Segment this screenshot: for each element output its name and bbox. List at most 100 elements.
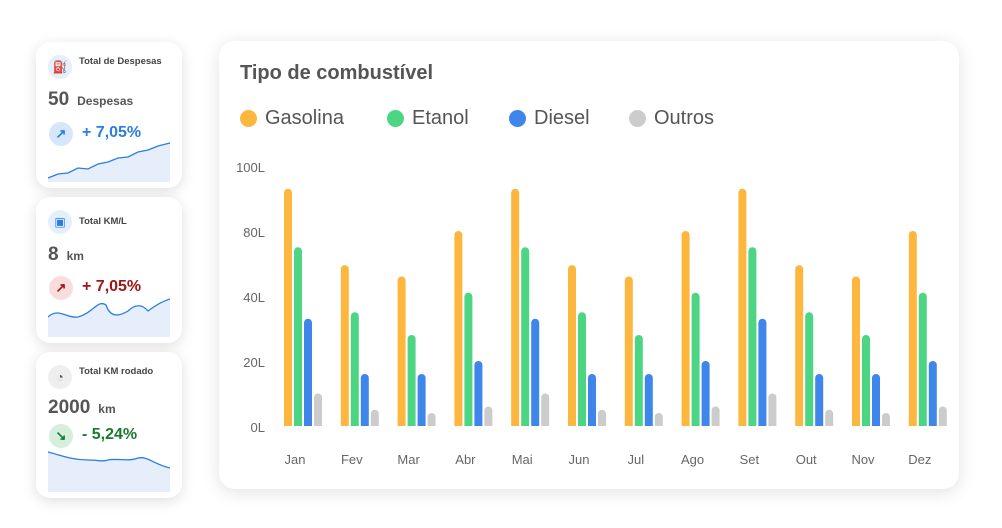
bar-outros-ago (711, 406, 720, 426)
bar-etanol-abr (464, 292, 473, 426)
bar-gasolina-jun (568, 265, 576, 426)
bar-outros-nov (882, 413, 890, 426)
y-tick-label: 40L (243, 290, 265, 305)
bar-etanol-jun (578, 312, 586, 426)
card-value: 50 Despesas (48, 89, 134, 110)
card-total-km-rodado[interactable]: ◔ Total KM rodado 2000 km ↘ - 5,24% (36, 352, 182, 498)
legend-dot (387, 110, 404, 127)
bar-etanol-set (748, 247, 757, 426)
legend-dot (509, 110, 526, 127)
fuel-pump-icon: ⛽ (48, 55, 72, 79)
card-total-km-l[interactable]: ▣ Total KM/L 8 km ↗ + 7,05% (36, 197, 182, 343)
legend-dot (240, 110, 257, 127)
card-title: Total de Despesas (79, 56, 162, 67)
bar-gasolina-out (795, 265, 804, 426)
bar-diesel-mar (417, 374, 426, 426)
legend-label: Diesel (534, 107, 590, 129)
bar-etanol-mar (407, 335, 416, 426)
speedometer-icon: ◔ (48, 365, 72, 389)
bar-gasolina-nov (852, 276, 860, 426)
bar-diesel-out (815, 374, 824, 426)
bar-etanol-mai (521, 247, 530, 426)
bar-etanol-dez (918, 292, 927, 426)
card-change: - 5,24% (82, 426, 138, 443)
legend-item-gasolina[interactable]: Gasolina (240, 107, 344, 130)
bar-outros-out (825, 409, 834, 426)
x-tick-label: Fev (341, 452, 363, 467)
x-tick-label: Jun (569, 452, 590, 467)
bar-diesel-jun (588, 374, 596, 426)
bar-diesel-set (758, 318, 767, 426)
bar-diesel-dez (928, 361, 937, 426)
x-tick-label: Dez (908, 452, 931, 467)
y-tick-label: 20L (243, 355, 265, 370)
bar-gasolina-jan (284, 188, 292, 426)
bar-etanol-out (805, 312, 814, 426)
trend-down-icon: ↘ (49, 424, 73, 448)
bar-diesel-jul (644, 374, 653, 426)
legend-label: Gasolina (265, 107, 344, 129)
bar-gasolina-mar (397, 276, 406, 426)
x-tick-label: Jan (285, 452, 306, 467)
bar-gasolina-dez (908, 231, 917, 426)
bar-gasolina-mai (511, 188, 520, 426)
trend-up-icon: ↗ (49, 276, 73, 300)
bar-etanol-nov (862, 335, 870, 426)
card-title: Total KM/L (79, 216, 127, 227)
card-value: 8 km (48, 244, 84, 265)
fuel-type-chart-card: Tipo de combustível 0L 20L 40L 80L 100L Jan Fe… (219, 41, 959, 489)
x-tick-label: Mai (512, 452, 533, 467)
bar-gasolina-set (738, 188, 747, 426)
y-tick-label: 100L (236, 160, 265, 175)
gauge-box-icon: ▣ (48, 210, 72, 234)
card-change: + 7,05% (82, 278, 142, 295)
card-total-despesas[interactable]: ⛽ Total de Despesas 50 Despesas ↗ + 7,05% (36, 42, 182, 188)
x-tick-label: Ago (681, 452, 704, 467)
bar-etanol-ago (691, 292, 700, 426)
bar-outros-dez (938, 406, 947, 426)
bar-gasolina-abr (454, 231, 463, 426)
bar-outros-jan (314, 393, 322, 426)
sparkline (48, 142, 170, 182)
y-tick-label: 80L (243, 225, 265, 240)
trend-up-icon: ↗ (49, 122, 73, 146)
bar-outros-set (768, 393, 777, 426)
sparkline (48, 298, 170, 337)
x-tick-label: Out (796, 452, 817, 467)
bar-chart: 0L 20L 40L 80L 100L Jan Fev Mar Abr Mai Jun Jul Ago S… (236, 160, 947, 467)
card-change: + 7,05% (82, 124, 142, 141)
x-tick-label: Nov (851, 452, 875, 467)
bar-gasolina-fev (340, 265, 349, 426)
bar-diesel-fev (360, 374, 369, 426)
legend-item-outros[interactable]: Outros (629, 107, 714, 130)
card-title: Total KM rodado (79, 366, 154, 377)
bar-diesel-nov (872, 374, 880, 426)
bar-outros-mar (427, 413, 436, 426)
legend-item-etanol[interactable]: Etanol (387, 107, 469, 130)
x-tick-label: Jul (627, 452, 644, 467)
bar-gasolina-jul (624, 276, 633, 426)
chart-title: Tipo de combustível (240, 62, 433, 84)
bar-etanol-jan (294, 247, 302, 426)
bar-diesel-abr (474, 361, 483, 426)
bar-outros-fev (370, 409, 379, 426)
card-value: 2000 km (48, 397, 116, 418)
bar-outros-jul (654, 413, 663, 426)
x-tick-label: Abr (455, 452, 476, 467)
x-tick-label: Mar (397, 452, 420, 467)
bar-outros-jun (598, 409, 606, 426)
legend-item-diesel[interactable]: Diesel (509, 107, 590, 130)
bar-outros-mai (541, 393, 550, 426)
x-tick-label: Set (740, 452, 760, 467)
bar-diesel-ago (701, 361, 710, 426)
bar-diesel-jan (304, 318, 312, 426)
bar-gasolina-ago (681, 231, 690, 426)
legend-dot (629, 110, 646, 127)
y-tick-label: 0L (251, 420, 265, 435)
sparkline (48, 451, 170, 492)
bar-diesel-mai (531, 318, 540, 426)
legend-label: Outros (654, 107, 715, 129)
bar-etanol-fev (350, 312, 359, 426)
bar-outros-abr (484, 406, 493, 426)
bar-etanol-jul (634, 335, 643, 426)
